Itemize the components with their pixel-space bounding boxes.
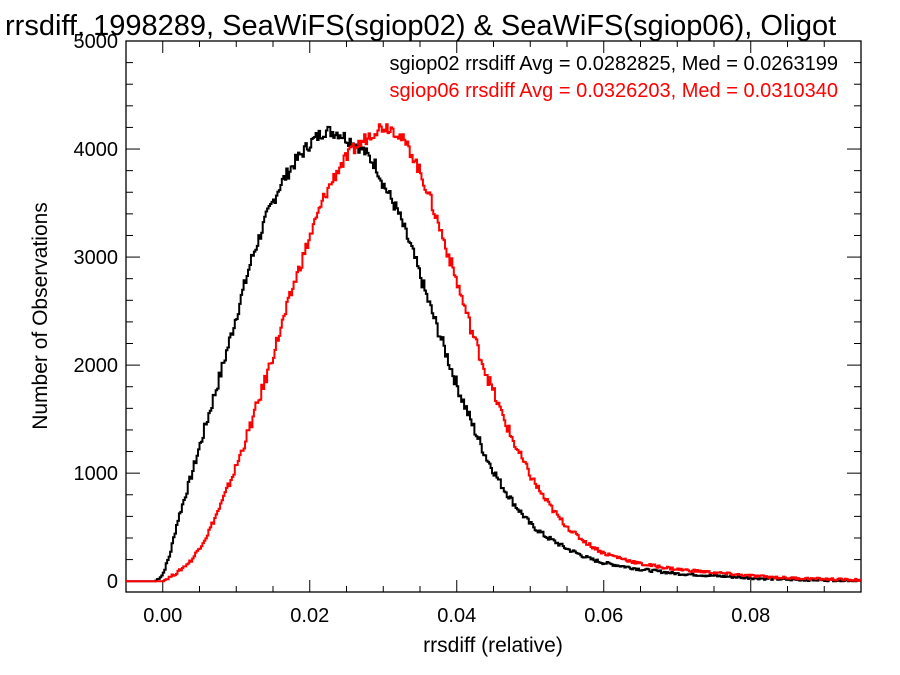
- x-tick-labels: 0.00 0.02 0.04 0.06 0.08: [143, 605, 770, 627]
- y-tick-label: 5000: [74, 31, 119, 53]
- x-axis-label: rrsdiff (relative): [423, 634, 563, 657]
- x-tick-label: 0.00: [143, 605, 182, 627]
- y-tick-label: 0: [107, 571, 118, 593]
- plot-frame: [125, 40, 862, 593]
- y-tick-label: 1000: [74, 463, 119, 485]
- x-tick-label: 0.04: [437, 605, 476, 627]
- series-group: [126, 123, 861, 583]
- x-tick-label: 0.08: [731, 605, 770, 627]
- y-tick-label: 4000: [74, 139, 119, 161]
- legend-sgiop02: sgiop02 rrsdiff Avg = 0.0282825, Med = 0…: [390, 53, 839, 75]
- series-sgiop06-line: [126, 123, 861, 583]
- x-tick-label: 0.06: [584, 605, 623, 627]
- y-tick-labels: 0 1000 2000 3000 4000 5000: [74, 31, 119, 593]
- y-axis-label: Number of Observations: [29, 202, 52, 430]
- y-tick-label: 2000: [74, 355, 119, 377]
- legend-sgiop06: sgiop06 rrsdiff Avg = 0.0326203, Med = 0…: [390, 80, 839, 102]
- chart-title: rrsdiff, 1998289, SeaWiFS(sgiop02) & Sea…: [5, 10, 836, 42]
- axis-ticks: [125, 40, 862, 592]
- x-tick-label: 0.02: [290, 605, 329, 627]
- series-sgiop02-line: [126, 125, 861, 583]
- y-tick-label: 3000: [74, 247, 119, 269]
